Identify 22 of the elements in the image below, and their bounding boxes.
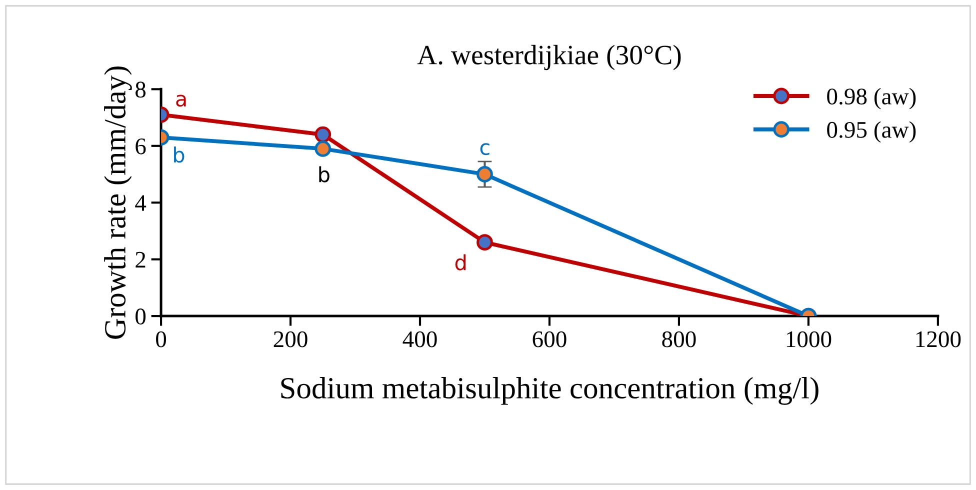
legend-label: 0.95 (aw) [827, 121, 916, 143]
x-axis-title: Sodium metabisulphite concentration (mg/l) [281, 377, 818, 405]
annotation: b [319, 166, 330, 182]
x-tick-label: 800 [662, 331, 696, 348]
data-label: d [455, 254, 466, 270]
x-tick-label: 1200 [916, 331, 961, 348]
y-tick-label: 0 [136, 308, 146, 324]
x-tick-label: 400 [402, 331, 437, 348]
y-tick-label: 2 [136, 252, 146, 268]
x-tick-label: 0 [156, 331, 166, 348]
data-label: b [174, 146, 184, 163]
x-tick-label: 1000 [786, 331, 832, 348]
data-label: c [480, 143, 490, 156]
y-tick-label: 6 [136, 138, 146, 154]
y-tick-label: 8 [136, 82, 146, 98]
x-tick-label: 200 [274, 331, 308, 348]
y-tick-label: 4 [135, 195, 146, 211]
x-tick-label: 600 [532, 331, 566, 348]
chart-title: A. westerdijkiae (30°C) [417, 44, 681, 70]
data-label: a [176, 94, 186, 107]
y-axis-title: Growth rate (mm/day) [104, 66, 132, 339]
legend-label: 0.98 (aw) [827, 88, 916, 110]
